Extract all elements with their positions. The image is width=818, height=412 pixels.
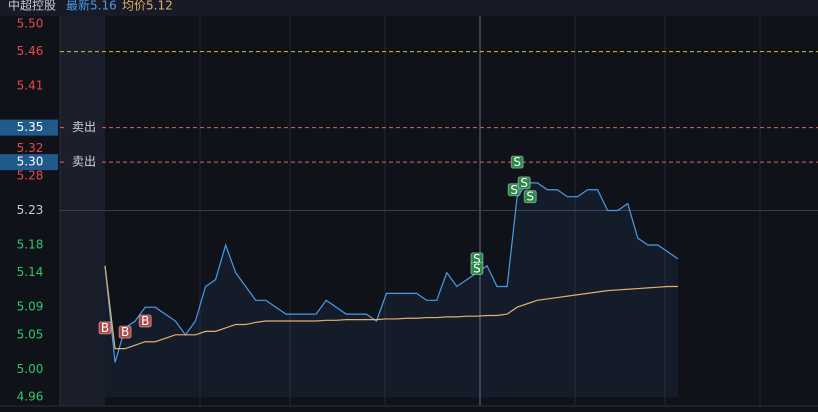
y-tick-label: 5.00 (17, 362, 44, 376)
trade-marker (470, 262, 484, 276)
trade-label: S (510, 183, 518, 197)
trade-marker (138, 314, 152, 328)
tick-highlight (0, 119, 58, 136)
header-bar (0, 0, 818, 16)
y-tick-label: 4.96 (17, 390, 44, 404)
latest-price: 最新5.16 (66, 0, 117, 13)
y-tick-label: 5.32 (17, 141, 44, 155)
price-area (105, 182, 678, 397)
y-tick-label: 5.28 (17, 168, 44, 182)
series-line (104, 182, 679, 363)
y-tick-label: 5.18 (17, 238, 44, 252)
y-tick-label: 5.09 (17, 300, 44, 314)
y-tick-label: 5.41 (17, 79, 44, 93)
trade-marker (118, 325, 132, 339)
order-tag (66, 154, 102, 171)
trade-label: B (101, 321, 109, 335)
y-tick-label: 5.05 (17, 327, 44, 341)
order-tag (66, 119, 102, 136)
tick-highlight (0, 154, 58, 171)
series-line (104, 265, 678, 350)
trade-label: B (121, 325, 129, 339)
y-tick-label: 5.30 (17, 155, 44, 169)
trade-marker (507, 183, 521, 197)
trade-label: S (513, 155, 521, 169)
trade-marker (517, 176, 531, 190)
y-tick-label: 5.35 (17, 120, 44, 134)
trade-label: S (520, 176, 528, 190)
y-tick-label: 5.50 (17, 17, 44, 31)
order-label: 卖出 (72, 120, 96, 134)
trade-label: S (473, 252, 481, 266)
average-price: 均价5.12 (122, 0, 173, 13)
trade-label: B (141, 314, 149, 328)
y-tick-label: 5.14 (17, 265, 44, 279)
trade-label: S (526, 190, 534, 204)
order-label: 卖出 (72, 155, 96, 169)
trade-marker (510, 155, 524, 169)
y-tick-label: 5.23 (17, 203, 44, 217)
y-tick-label: 5.46 (17, 44, 44, 58)
stock-name: 中超控股 (8, 0, 56, 13)
trade-marker (523, 190, 537, 204)
trade-marker (98, 321, 112, 335)
trade-label: S (473, 262, 481, 276)
